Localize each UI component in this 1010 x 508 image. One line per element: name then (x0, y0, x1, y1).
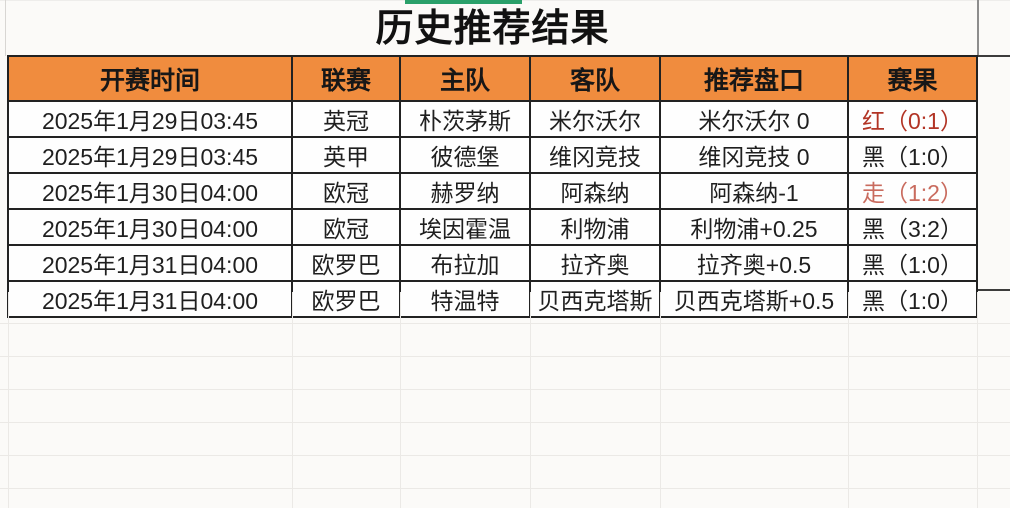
table-row: 2025年1月30日04:00 欧冠 赫罗纳 阿森纳 阿森纳-1 走（1:2） (7, 172, 978, 210)
cell-handicap[interactable]: 阿森纳-1 (659, 172, 849, 210)
cell-result[interactable]: 红（0:1） (847, 100, 978, 138)
gridline (0, 356, 1010, 357)
cell-handicap[interactable]: 米尔沃尔 0 (659, 100, 849, 138)
gridline (400, 292, 401, 508)
gridline (5, 0, 6, 56)
cell-result[interactable]: 黑（3:2） (847, 208, 978, 246)
accent-strip (405, 0, 522, 4)
cell-handicap[interactable]: 拉齐奥+0.5 (659, 244, 849, 282)
cell-time[interactable]: 2025年1月29日03:45 (7, 136, 293, 174)
cell-time[interactable]: 2025年1月31日04:00 (7, 244, 293, 282)
cell-away[interactable]: 贝西克塔斯 (529, 280, 661, 318)
cell-league[interactable]: 欧罗巴 (291, 244, 401, 282)
gridline (848, 292, 849, 508)
page-title: 历史推荐结果 (375, 8, 610, 50)
cell-home[interactable]: 朴茨茅斯 (399, 100, 531, 138)
cell-league[interactable]: 欧冠 (291, 172, 401, 210)
cell-league[interactable]: 欧冠 (291, 208, 401, 246)
cell-result[interactable]: 黑（1:0） (847, 244, 978, 282)
gridline (0, 389, 1010, 390)
cell-result[interactable]: 黑（1:0） (847, 136, 978, 174)
cell-result[interactable]: 黑（1:0） (847, 280, 978, 318)
cell-league[interactable]: 英冠 (291, 100, 401, 138)
cell-handicap[interactable]: 维冈竞技 0 (659, 136, 849, 174)
gridline (8, 292, 9, 508)
gridline (660, 292, 661, 508)
table-row: 2025年1月31日04:00 欧罗巴 特温特 贝西克塔斯 贝西克塔斯+0.5 … (7, 280, 978, 318)
gridline (0, 488, 1010, 489)
gridline (977, 292, 978, 508)
cell-away[interactable]: 利物浦 (529, 208, 661, 246)
table-row: 2025年1月31日04:00 欧罗巴 布拉加 拉齐奥 拉齐奥+0.5 黑（1:… (7, 244, 978, 282)
border-extension (977, 289, 1010, 291)
gridline (292, 292, 293, 508)
cell-home[interactable]: 赫罗纳 (399, 172, 531, 210)
gridline (977, 0, 979, 56)
cell-home[interactable]: 布拉加 (399, 244, 531, 282)
column-header-time[interactable]: 开赛时间 (7, 55, 293, 102)
cell-time[interactable]: 2025年1月29日03:45 (7, 100, 293, 138)
cell-away[interactable]: 维冈竞技 (529, 136, 661, 174)
cell-handicap[interactable]: 贝西克塔斯+0.5 (659, 280, 849, 318)
cell-away[interactable]: 拉齐奥 (529, 244, 661, 282)
cell-home[interactable]: 彼德堡 (399, 136, 531, 174)
results-table: 开赛时间 联赛 主队 客队 推荐盘口 赛果 2025年1月29日03:45 英冠… (7, 55, 978, 318)
cell-time[interactable]: 2025年1月31日04:00 (7, 280, 293, 318)
column-header-result[interactable]: 赛果 (847, 55, 978, 102)
border-extension (977, 55, 1010, 57)
table-row: 2025年1月29日03:45 英甲 彼德堡 维冈竞技 维冈竞技 0 黑（1:0… (7, 136, 978, 174)
cell-handicap[interactable]: 利物浦+0.25 (659, 208, 849, 246)
gridline (0, 455, 1010, 456)
cell-home[interactable]: 埃因霍温 (399, 208, 531, 246)
gridline (0, 323, 1010, 324)
header-row: 开赛时间 联赛 主队 客队 推荐盘口 赛果 (7, 55, 978, 102)
column-header-away[interactable]: 客队 (529, 55, 661, 102)
cell-league[interactable]: 欧罗巴 (291, 280, 401, 318)
cell-away[interactable]: 米尔沃尔 (529, 100, 661, 138)
cell-away[interactable]: 阿森纳 (529, 172, 661, 210)
cell-time[interactable]: 2025年1月30日04:00 (7, 208, 293, 246)
table-row: 2025年1月30日04:00 欧冠 埃因霍温 利物浦 利物浦+0.25 黑（3… (7, 208, 978, 246)
column-header-home[interactable]: 主队 (399, 55, 531, 102)
cell-home[interactable]: 特温特 (399, 280, 531, 318)
column-header-handicap[interactable]: 推荐盘口 (659, 55, 849, 102)
cell-result[interactable]: 走（1:2） (847, 172, 978, 210)
cell-time[interactable]: 2025年1月30日04:00 (7, 172, 293, 210)
column-header-league[interactable]: 联赛 (291, 55, 401, 102)
gridline (530, 292, 531, 508)
cell-league[interactable]: 英甲 (291, 136, 401, 174)
gridline (0, 422, 1010, 423)
table-row: 2025年1月29日03:45 英冠 朴茨茅斯 米尔沃尔 米尔沃尔 0 红（0:… (7, 100, 978, 138)
